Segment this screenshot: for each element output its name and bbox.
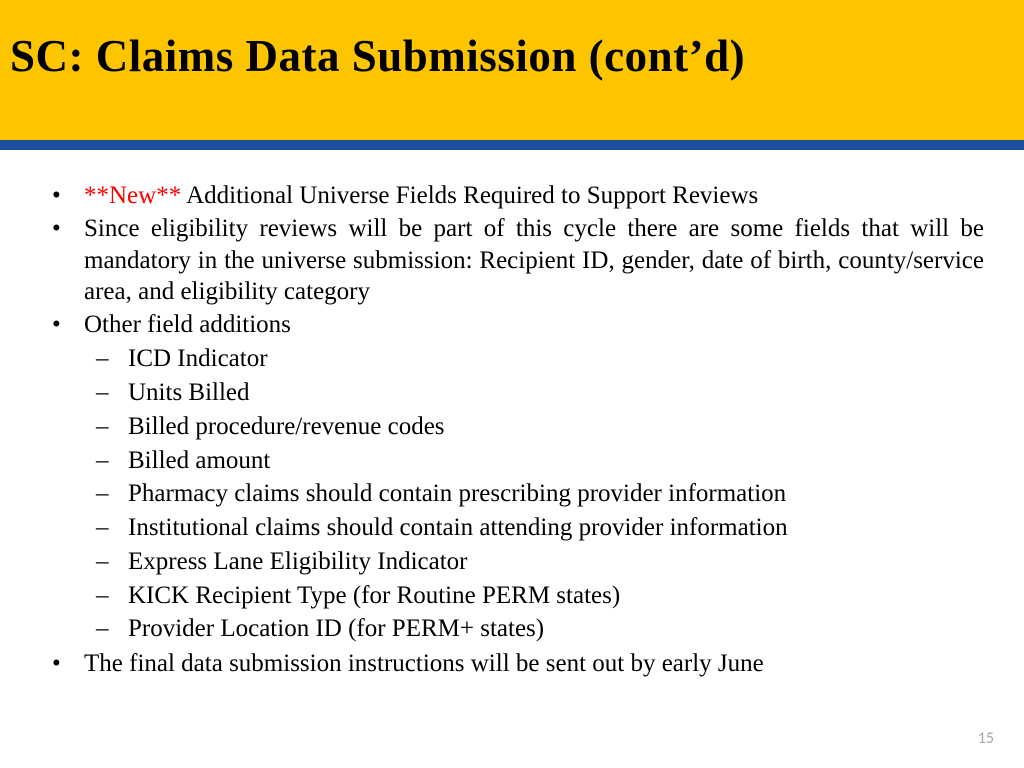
- sub-bullet-item: Provider Location ID (for PERM+ states): [84, 612, 984, 646]
- sub-bullet-item: Billed amount: [84, 444, 984, 478]
- sub-bullet-item: ICD Indicator: [84, 342, 984, 376]
- slide-content: **New** Additional Universe Fields Requi…: [0, 150, 1024, 679]
- header-divider: [0, 140, 1024, 150]
- sub-bullet-item: Institutional claims should contain atte…: [84, 511, 984, 545]
- sub-bullet-item: Units Billed: [84, 376, 984, 410]
- bullet-item: Other field additions ICD Indicator Unit…: [40, 309, 984, 646]
- sub-bullet-item: Pharmacy claims should contain prescribi…: [84, 477, 984, 511]
- bullet-item: **New** Additional Universe Fields Requi…: [40, 180, 984, 211]
- sub-bullet-list: ICD Indicator Units Billed Billed proced…: [84, 342, 984, 646]
- bullet-item: Since eligibility reviews will be part o…: [40, 213, 984, 307]
- sub-bullet-item: Express Lane Eligibility Indicator: [84, 545, 984, 579]
- sub-bullet-item: Billed procedure/revenue codes: [84, 410, 984, 444]
- slide-header: SC: Claims Data Submission (cont’d): [0, 0, 1024, 140]
- bullet-list: **New** Additional Universe Fields Requi…: [40, 180, 984, 679]
- slide-title: SC: Claims Data Submission (cont’d): [10, 30, 1014, 82]
- bullet-text: Additional Universe Fields Required to S…: [181, 182, 758, 209]
- new-tag: **New**: [84, 182, 181, 209]
- page-number: 15: [978, 729, 994, 748]
- bullet-text: Other field additions: [84, 311, 291, 338]
- bullet-item: The final data submission instructions w…: [40, 648, 984, 679]
- sub-bullet-item: KICK Recipient Type (for Routine PERM st…: [84, 579, 984, 613]
